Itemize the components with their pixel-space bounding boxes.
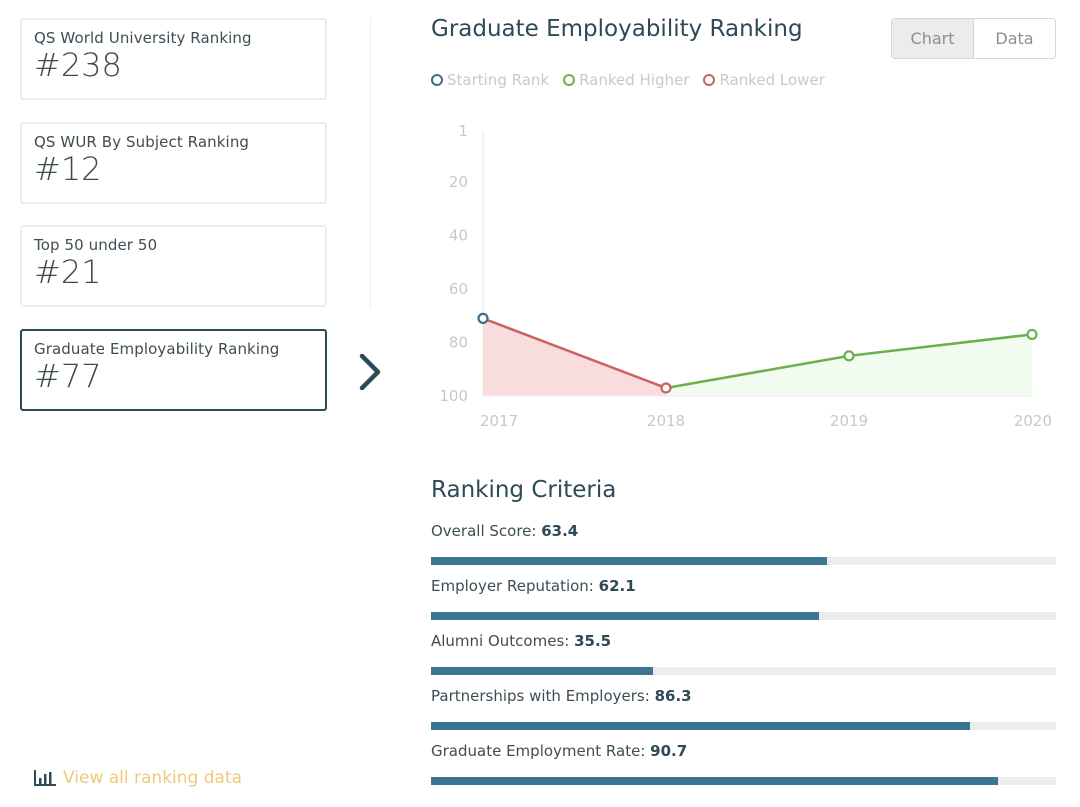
criteria-bar-track: [431, 667, 1056, 675]
data-view-button[interactable]: Data: [974, 19, 1055, 58]
view-all-ranking-link[interactable]: View all ranking data: [33, 768, 242, 788]
card-value: #12: [34, 150, 102, 188]
criteria-name: Alumni Outcomes:: [431, 632, 575, 650]
legend-marker-icon: [431, 74, 443, 86]
card-value: #21: [34, 253, 102, 291]
ranking-card-top-50-under-50[interactable]: Top 50 under 50 #21: [20, 225, 327, 307]
legend-item-ranked-higher: Ranked Higher: [563, 71, 689, 89]
criteria-row: Overall Score: 63.4: [431, 522, 1056, 577]
legend-item-ranked-lower: Ranked Lower: [703, 71, 825, 89]
criteria-bar-track: [431, 557, 1056, 565]
line-ranked-higher: [665, 354, 850, 390]
card-label: Top 50 under 50: [34, 236, 158, 254]
criteria-value: 63.4: [541, 522, 579, 540]
criteria-row: Employer Reputation: 62.1: [431, 577, 1056, 632]
criteria-label: Employer Reputation: 62.1: [431, 577, 1056, 595]
criteria-row: Alumni Outcomes: 35.5: [431, 632, 1056, 687]
chart-view-button[interactable]: Chart: [892, 19, 974, 58]
y-tick-label: 80: [449, 333, 468, 351]
data-point-2020: [1026, 328, 1038, 341]
x-tick-label: 2020: [1014, 412, 1052, 430]
criteria-list: Overall Score: 63.4 Employer Reputation: …: [431, 522, 1056, 797]
data-point-2019: [843, 350, 855, 362]
y-tick-label: 60: [449, 280, 468, 298]
criteria-value: 35.5: [574, 632, 612, 650]
criteria-bar-fill: [431, 722, 971, 730]
sidebar-divider: [370, 18, 371, 308]
legend-label: Starting Rank: [447, 71, 550, 89]
criteria-title: Ranking Criteria: [431, 477, 617, 503]
card-label: QS WUR By Subject Ranking: [34, 133, 250, 151]
view-all-label: View all ranking data: [63, 768, 243, 788]
rank-line-chart: 1 20 40 60 80 100 2017 2018 2019 2020: [439, 122, 1052, 430]
criteria-bar-track: [431, 722, 1056, 730]
x-tick-label: 2019: [830, 412, 868, 430]
y-tick-label: 100: [439, 387, 468, 405]
card-label: Graduate Employability Ranking: [34, 340, 280, 358]
criteria-name: Graduate Employment Rate:: [431, 742, 651, 760]
chart-title: Graduate Employability Ranking: [431, 16, 803, 42]
chart-legend: Starting Rank Ranked Higher Ranked Lower: [431, 71, 825, 89]
view-toggle: Chart Data: [891, 18, 1056, 59]
criteria-bar-track: [431, 612, 1056, 620]
legend-item-starting-rank: Starting Rank: [431, 71, 549, 89]
criteria-name: Employer Reputation:: [431, 577, 599, 595]
data-point-2017: [477, 312, 489, 324]
criteria-label: Partnerships with Employers: 86.3: [431, 687, 1056, 705]
chevron-right-icon[interactable]: [352, 350, 388, 394]
criteria-value: 86.3: [654, 687, 692, 705]
criteria-row: Graduate Employment Rate: 90.7: [431, 742, 1056, 797]
ranking-card-qs-world[interactable]: QS World University Ranking #238: [20, 18, 327, 100]
area-ranked-lower: [483, 318, 666, 396]
criteria-bar-track: [431, 777, 1056, 785]
criteria-value: 62.1: [598, 577, 636, 595]
criteria-label: Overall Score: 63.4: [431, 522, 1056, 540]
criteria-name: Overall Score:: [431, 522, 542, 540]
x-tick-label: 2018: [647, 412, 685, 430]
area-ranked-higher: [849, 334, 1032, 396]
y-tick-label: 40: [449, 226, 468, 244]
ranking-card-graduate-employability[interactable]: Graduate Employability Ranking #77: [20, 329, 327, 411]
legend-marker-icon: [703, 74, 716, 86]
criteria-name: Partnerships with Employers:: [431, 687, 655, 705]
bar-chart-icon: [34, 770, 56, 786]
criteria-bar-fill: [431, 612, 820, 620]
criteria-row: Partnerships with Employers: 86.3: [431, 687, 1056, 742]
criteria-bar-fill: [431, 667, 653, 675]
line-ranked-higher: [848, 333, 1033, 358]
y-tick-label: 1: [458, 122, 468, 140]
card-label: QS World University Ranking: [34, 29, 252, 47]
y-tick-label: 20: [449, 173, 468, 191]
card-value: #77: [34, 357, 102, 395]
criteria-value: 90.7: [650, 742, 688, 760]
criteria-label: Graduate Employment Rate: 90.7: [431, 742, 1056, 760]
criteria-bar-fill: [431, 777, 998, 785]
legend-label: Ranked Higher: [579, 71, 690, 89]
ranking-card-qs-subject[interactable]: QS WUR By Subject Ranking #12: [20, 122, 327, 204]
legend-label: Ranked Lower: [719, 71, 825, 89]
legend-marker-icon: [563, 74, 576, 86]
line-ranked-lower: [482, 317, 667, 390]
x-tick-label: 2017: [480, 412, 518, 430]
criteria-label: Alumni Outcomes: 35.5: [431, 632, 1056, 650]
data-point-2018: [660, 382, 672, 394]
area-ranked-higher: [666, 355, 849, 396]
criteria-bar-fill: [431, 557, 828, 565]
card-value: #238: [34, 46, 122, 84]
